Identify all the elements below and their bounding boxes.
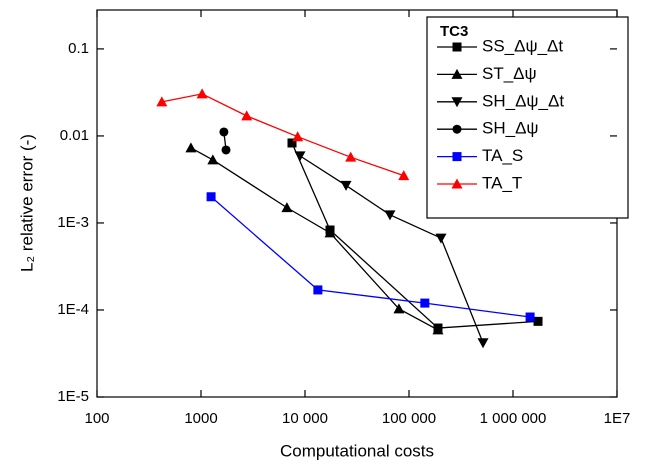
x-tick-label: 1000 xyxy=(184,410,217,427)
marker xyxy=(435,233,447,244)
legend-marker xyxy=(451,68,463,79)
marker xyxy=(477,338,489,349)
series-line xyxy=(190,147,439,331)
y-tick-label: 0.1 xyxy=(68,40,89,57)
legend-marker xyxy=(452,124,462,134)
marker xyxy=(340,180,352,191)
x-tick-label: 1E7 xyxy=(604,410,631,427)
legend-marker xyxy=(451,178,463,189)
x-axis-label: Computational costs xyxy=(280,441,434,460)
marker xyxy=(292,131,304,142)
marker xyxy=(185,142,197,153)
marker xyxy=(525,312,535,322)
y-tick-label: 1E-5 xyxy=(57,388,89,405)
legend-label: SS_Δψ_Δt xyxy=(482,36,563,55)
marker xyxy=(393,303,405,314)
series-line xyxy=(210,196,531,318)
x-tick-label: 10 000 xyxy=(282,410,328,427)
marker xyxy=(398,170,410,181)
legend-label: ST_Δψ xyxy=(482,64,537,83)
marker xyxy=(324,227,336,238)
legend-title: TC3 xyxy=(440,23,468,40)
legend-marker xyxy=(452,152,462,162)
legend-label: SH_Δψ_Δt xyxy=(482,91,564,110)
marker xyxy=(206,192,216,202)
marker xyxy=(384,210,396,221)
y-axis-label: L₂ relative error (-) xyxy=(17,134,36,272)
marker xyxy=(294,151,306,162)
marker xyxy=(420,298,430,308)
marker xyxy=(196,88,208,99)
marker xyxy=(241,110,253,121)
y-tick-label: 1E-3 xyxy=(57,214,89,231)
marker xyxy=(219,127,229,137)
marker xyxy=(345,151,357,162)
x-tick-label: 1 000 000 xyxy=(480,410,547,427)
marker xyxy=(533,316,543,326)
legend-label: TA_T xyxy=(482,173,522,192)
marker xyxy=(156,96,168,107)
marker xyxy=(207,154,219,165)
x-tick-label: 100 xyxy=(84,410,109,427)
series-line xyxy=(291,142,539,329)
marker xyxy=(281,202,293,213)
series-line xyxy=(161,93,404,177)
legend-marker xyxy=(451,97,463,108)
x-tick-label: 100 000 xyxy=(382,410,436,427)
y-tick-label: 0.01 xyxy=(60,127,89,144)
marker xyxy=(221,145,231,155)
marker xyxy=(287,138,297,148)
marker xyxy=(432,324,444,335)
y-tick-label: 1E-4 xyxy=(57,301,89,318)
legend-label: TA_S xyxy=(482,146,523,165)
marker xyxy=(313,285,323,295)
legend-marker xyxy=(452,42,462,52)
legend-label: SH_Δψ xyxy=(482,119,539,138)
